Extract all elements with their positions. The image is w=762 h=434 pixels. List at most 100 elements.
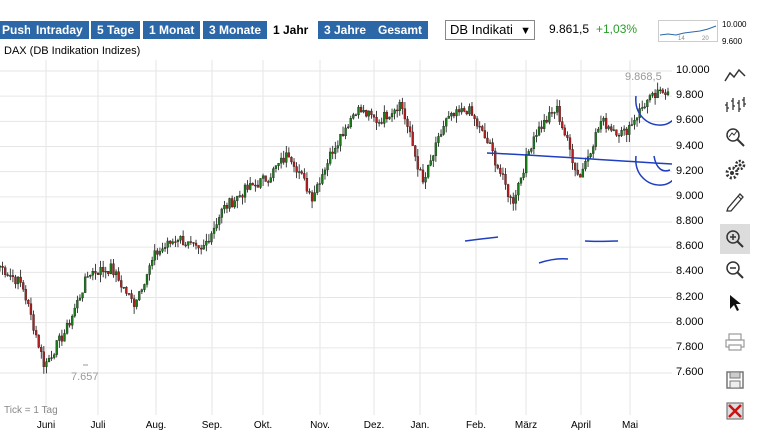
tab-intraday[interactable]: Intraday <box>30 21 89 39</box>
candle-body <box>375 117 378 123</box>
tab-push[interactable]: Push <box>0 21 38 39</box>
mini-chart[interactable]: 14 20 <box>658 20 718 42</box>
candle-body <box>19 276 22 283</box>
candle-body <box>256 184 260 188</box>
indicator-tool[interactable] <box>720 122 750 152</box>
mini-chart-line <box>659 25 717 36</box>
x-axis-label: Juni <box>36 420 56 431</box>
candle-body <box>555 106 559 113</box>
line-chart-tool[interactable] <box>720 60 750 90</box>
tick-note: Tick = 1 Tag <box>4 405 58 416</box>
pointer-tool[interactable] <box>720 288 750 318</box>
candle-body <box>202 245 205 250</box>
candle-body <box>277 163 280 166</box>
tab-gesamt[interactable]: Gesamt <box>372 21 429 39</box>
candle-body <box>512 197 515 204</box>
candle-body <box>303 173 306 179</box>
tab-5-tage[interactable]: 5 Tage <box>91 21 141 39</box>
candle-body <box>34 330 38 336</box>
period-tab-bar: Push Intraday 5 Tage 1 Monat 3 Monate 1 … <box>0 18 762 42</box>
candle-body <box>568 137 572 150</box>
cup-pattern <box>635 95 672 126</box>
tab-1-jahr[interactable]: 1 Jahr <box>267 21 315 39</box>
candle-body <box>269 177 272 183</box>
candle-body <box>153 250 156 261</box>
candle-body <box>45 361 48 367</box>
mini-y-label-bottom: 9.600 <box>722 37 743 46</box>
ohlc-icon <box>725 97 746 112</box>
candle-body <box>365 110 368 117</box>
candle-body <box>447 115 450 119</box>
candle-body <box>620 130 623 136</box>
candle-body <box>334 147 337 154</box>
candle-body <box>254 184 257 187</box>
x-axis-label: Okt. <box>253 420 273 431</box>
print-tool[interactable] <box>720 327 750 357</box>
zoom-out-icon <box>726 261 744 279</box>
candle-body <box>230 198 234 208</box>
candle-body <box>615 129 618 136</box>
cup-pattern <box>653 155 671 172</box>
y-axis-label: 8.000 <box>676 315 704 328</box>
delete-tool[interactable] <box>720 396 750 426</box>
candle-body <box>308 191 311 193</box>
candle-body <box>6 274 9 276</box>
magnifier-chart-icon <box>726 128 745 147</box>
candle-body <box>267 181 270 183</box>
candle-body <box>1 266 4 268</box>
settings-tool[interactable] <box>720 155 750 185</box>
save-tool[interactable] <box>720 365 750 395</box>
x-axis-label: Sep. <box>201 420 223 431</box>
candle-body <box>161 248 164 252</box>
candle-body <box>104 271 107 273</box>
exchange-select[interactable]: DB Indikati ▼ <box>445 20 535 40</box>
candle-body <box>181 235 185 246</box>
candle-body <box>86 276 89 278</box>
candle-body <box>78 297 82 301</box>
candle-body <box>94 271 97 274</box>
candle-body <box>362 110 365 113</box>
candle-body <box>249 183 252 190</box>
candle-body <box>326 163 329 171</box>
tab-3-monate[interactable]: 3 Monate <box>203 21 268 39</box>
candle-body <box>236 195 239 201</box>
candle-body <box>0 266 2 268</box>
candle-body <box>501 173 505 175</box>
candle-body <box>112 263 115 276</box>
cursor-icon <box>730 295 741 311</box>
candle-body <box>491 142 494 152</box>
candle-body <box>576 169 579 175</box>
candle-body <box>32 314 35 331</box>
tab-3-jahre[interactable]: 3 Jahre <box>318 21 373 39</box>
candle-body <box>24 289 27 301</box>
zoom-out-tool[interactable] <box>720 255 750 285</box>
candle-body <box>176 240 180 242</box>
zoom-in-tool[interactable] <box>720 224 750 254</box>
candle-body <box>251 183 254 186</box>
candle-body <box>406 118 409 127</box>
candle-body <box>58 335 61 341</box>
tab-1-monat[interactable]: 1 Monat <box>143 21 201 39</box>
candle-body <box>553 112 556 114</box>
candle-body <box>192 242 195 244</box>
x-axis-label: April <box>570 420 592 431</box>
candle-body <box>316 184 319 193</box>
candle-body <box>610 126 613 131</box>
candle-body <box>295 166 298 173</box>
candle-body <box>470 106 474 116</box>
candle-body <box>396 109 399 112</box>
price-chart[interactable]: 9.868,5 7.657 <box>0 60 672 415</box>
ohlc-chart-tool[interactable] <box>720 90 750 120</box>
price-change: +1,03% <box>596 22 638 36</box>
y-axis-label: 7.800 <box>676 340 704 353</box>
candle-body <box>130 293 133 299</box>
candle-body <box>367 110 370 117</box>
candle-body <box>514 194 517 204</box>
candle-body <box>545 119 548 123</box>
candle-body <box>22 282 25 290</box>
candle-body <box>403 108 407 120</box>
candle-body <box>597 128 600 133</box>
draw-tool[interactable] <box>720 186 750 216</box>
candle-body <box>437 136 440 143</box>
candle-body <box>434 142 438 156</box>
